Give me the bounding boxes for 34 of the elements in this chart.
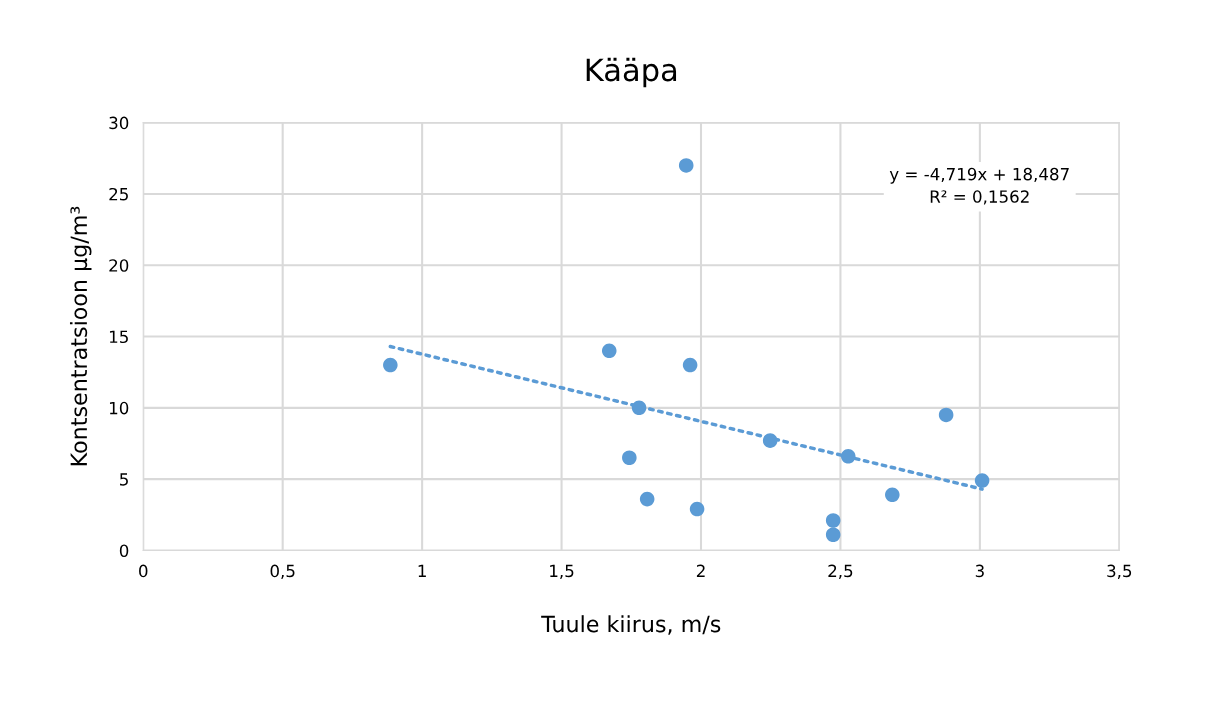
x-tick-label: 1 bbox=[418, 564, 426, 577]
x-axis-title: Tuule kiirus, m/s bbox=[541, 615, 721, 635]
point bbox=[825, 513, 841, 528]
point bbox=[622, 450, 637, 466]
point bbox=[631, 400, 647, 416]
point bbox=[938, 407, 954, 423]
x-tick-label: 3 bbox=[975, 564, 984, 578]
point bbox=[639, 491, 655, 507]
y-tick-label: 20 bbox=[109, 259, 129, 272]
x-tick-label: 0 bbox=[139, 564, 148, 578]
annotation: y = -4,719x + 18,487 R² = 0,1562 bbox=[889, 167, 1069, 205]
point bbox=[682, 357, 698, 373]
point bbox=[825, 527, 841, 543]
y-tick-label: 10 bbox=[109, 401, 129, 415]
y-tick-label: 5 bbox=[120, 473, 128, 486]
point bbox=[601, 343, 617, 359]
point bbox=[974, 473, 990, 488]
x-tick-label: 0,5 bbox=[270, 564, 295, 579]
point bbox=[383, 357, 398, 373]
chart-title: Kääpa bbox=[586, 57, 677, 88]
x-tick-label: 2 bbox=[696, 564, 705, 577]
y-tick-label: 30 bbox=[109, 116, 129, 130]
y-tick-label: 15 bbox=[109, 330, 128, 344]
point bbox=[689, 501, 705, 517]
y-tick-label: 0 bbox=[119, 544, 129, 558]
y-tick-label: 25 bbox=[109, 187, 128, 201]
point bbox=[840, 449, 856, 464]
y-axis-title: Kontsentratsioon µg/m³ bbox=[69, 206, 92, 466]
point bbox=[885, 487, 900, 503]
point bbox=[762, 433, 778, 448]
point bbox=[678, 158, 694, 173]
x-tick-label: 3,5 bbox=[1107, 564, 1132, 579]
x-tick-label: 2,5 bbox=[828, 564, 853, 579]
x-tick-label: 1,5 bbox=[550, 564, 574, 579]
